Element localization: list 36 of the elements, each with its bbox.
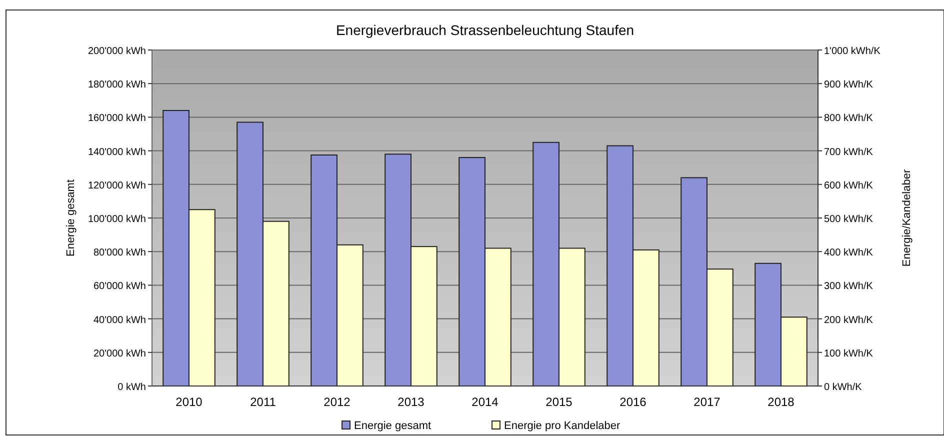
y2-tick-label: 900 kWh/K [824, 80, 874, 91]
y-tick-label: 0 kWh [118, 382, 146, 393]
y2-axis-title: Energie/Kandelaber [901, 169, 913, 267]
x-tick-label: 2015 [546, 395, 573, 409]
x-tick-label: 2013 [398, 395, 425, 409]
y-tick-label: 40'000 kWh [94, 314, 146, 326]
y2-tick-label: 800 kWh/K [824, 113, 874, 124]
y-tick-label: 120'000 kWh [88, 180, 146, 192]
y2-tick-label: 0 kWh/K [824, 382, 862, 393]
y-tick-label: 60'000 kWh [94, 281, 146, 292]
y2-tick-label: 400 kWh/K [824, 248, 874, 259]
x-tick-label: 2016 [620, 395, 647, 409]
y2-tick-label: 200 kWh/K [824, 314, 874, 326]
y2-tick-label: 600 kWh/K [824, 180, 874, 192]
y-tick-label: 20'000 kWh [94, 348, 146, 360]
y-tick-label: 180'000 kWh [88, 80, 146, 91]
y-tick-label: 100'000 kWh [88, 214, 146, 225]
y2-tick-label: 700 kWh/K [824, 146, 874, 158]
x-tick-label: 2011 [250, 395, 276, 409]
legend-label: Energie gesamt [354, 420, 432, 432]
x-tick-label: 2018 [768, 395, 795, 409]
y-tick-label: 160'000 kWh [88, 113, 146, 124]
x-tick-label: 2010 [176, 395, 203, 409]
legend-label: Energie pro Kandelaber [504, 420, 621, 432]
y2-tick-label: 1'000 kWh/K [824, 46, 881, 57]
x-tick-label: 2017 [694, 395, 721, 409]
y-tick-label: 140'000 kWh [88, 146, 146, 158]
y2-tick-label: 500 kWh/K [824, 214, 874, 225]
y2-tick-label: 300 kWh/K [824, 281, 874, 292]
y2-tick-label: 100 kWh/K [824, 348, 874, 360]
chart-title: Energieverbrauch Strassenbeleuchtung Staufen [336, 22, 634, 38]
x-tick-label: 2012 [324, 395, 351, 409]
y-axis-title: Energie gesamt [65, 179, 77, 257]
y-tick-label: 200'000 kWh [88, 46, 146, 57]
x-tick-label: 2014 [472, 395, 499, 409]
y-tick-label: 80'000 kWh [94, 248, 146, 259]
